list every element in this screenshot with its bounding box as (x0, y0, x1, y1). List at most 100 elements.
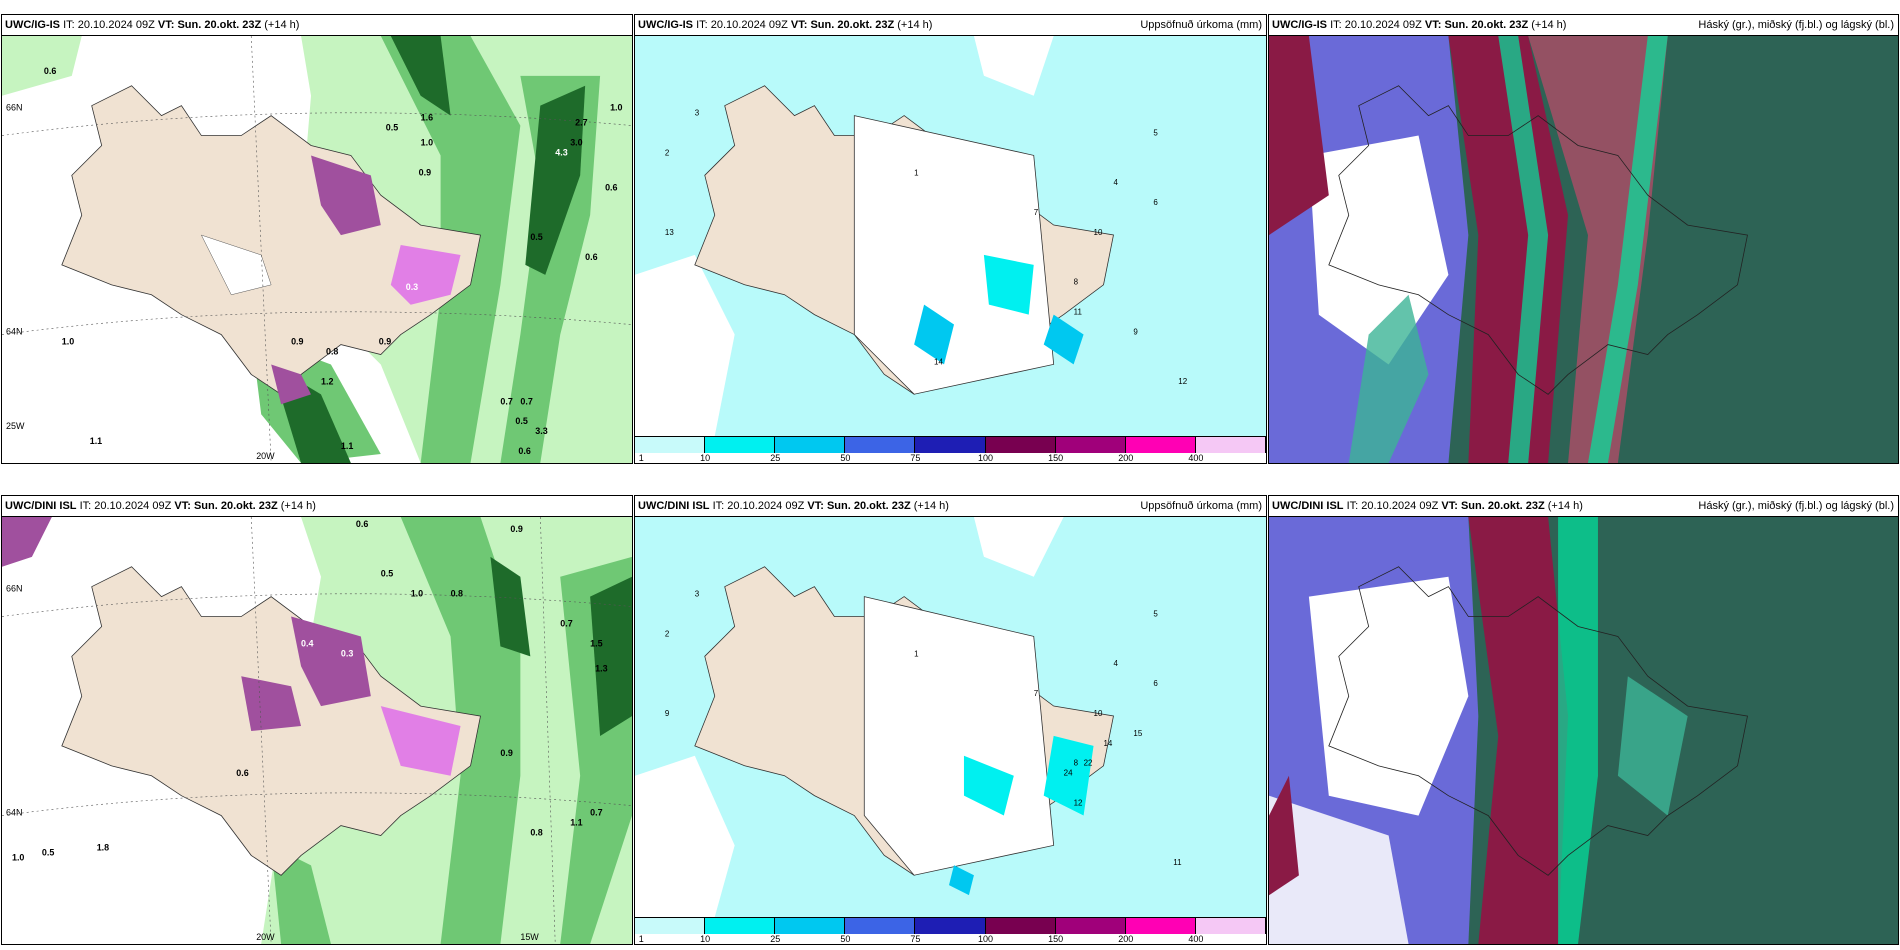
colorbar-label: 400 (1188, 934, 1204, 944)
colorbar-label: 1 (638, 934, 644, 944)
colorbar-swatch (635, 437, 706, 453)
value-label: 0.5 (381, 569, 393, 579)
colorbar-swatch (775, 437, 846, 453)
colorbar-swatches (635, 918, 1266, 934)
axis-label-25w: 25W (6, 421, 25, 431)
vt-label: VT: (790, 19, 808, 31)
precip-values: 2 3 1 5 4 7 6 9 10 8 14 12 15 24 22 11 (665, 590, 1182, 868)
colorbar-label: 150 (1048, 453, 1064, 463)
it-label: IT: (79, 500, 92, 512)
value-label: 0.3 (341, 648, 353, 658)
map-svg (1269, 36, 1898, 463)
colorbar-swatch (1195, 437, 1266, 453)
colorbar-label: 75 (910, 453, 921, 463)
map-area (1269, 517, 1898, 944)
value-label: 4 (1113, 178, 1118, 187)
value-label: 0.9 (379, 337, 391, 347)
colorbar-swatch (1055, 437, 1126, 453)
value-label: 1.3 (595, 663, 607, 673)
value-label: 1 (914, 168, 919, 177)
value-label: 0.9 (291, 337, 303, 347)
axis-label-64n: 64N (6, 808, 22, 818)
panel-title: Háský (gr.), miðský (fj.bl.) og lágský (… (1698, 19, 1894, 31)
map-svg: 66N 64N 20W 25W 0.6 0.5 0.9 1.0 4.3 2.7 … (2, 36, 632, 463)
value-label: 4 (1113, 659, 1118, 668)
colorbar-label: 75 (910, 934, 921, 944)
colorbar-swatch (845, 918, 916, 934)
vt-value: Sun. 20.okt. 23Z (177, 19, 262, 31)
lead-time: (+14 h) (1547, 500, 1583, 512)
iceland-landmass (61, 85, 481, 395)
model-name: UWC/IG-IS (638, 19, 693, 31)
value-label: 8 (1074, 759, 1079, 768)
colorbar-swatch (915, 918, 986, 934)
value-label: 0.9 (500, 748, 512, 758)
it-label: IT: (712, 500, 725, 512)
model-name: UWC/IG-IS (5, 19, 60, 31)
value-label: 0.6 (605, 182, 617, 192)
value-label: 1.1 (90, 436, 102, 446)
colorbar-label: 400 (1188, 453, 1204, 463)
vt-value: Sun. 20.okt. 23Z (826, 500, 911, 512)
value-label: 15 (1133, 729, 1142, 738)
value-label: 0.7 (500, 396, 512, 406)
value-label: 11 (1173, 858, 1182, 867)
lead-time: (+14 h) (913, 500, 949, 512)
colorbar: 1 10 25 50 75 100 150 200 400 (635, 917, 1266, 944)
axis-label-20w: 20W (256, 932, 275, 942)
value-label: 1.1 (341, 441, 353, 451)
value-label: 0.5 (42, 847, 54, 857)
value-label: 0.5 (515, 416, 527, 426)
colorbar-label: 50 (840, 934, 851, 944)
value-label: 12 (1074, 799, 1083, 808)
lead-time: (+14 h) (897, 19, 933, 31)
colorbar-swatch (915, 437, 986, 453)
colorbar-label: 100 (978, 934, 994, 944)
model-name: UWC/DINI ISL (1272, 500, 1344, 512)
value-label: 5 (1153, 610, 1158, 619)
value-label: 1 (914, 649, 919, 658)
lead-time: (+14 h) (264, 19, 300, 31)
colorbar-swatch (845, 437, 916, 453)
colorbar-label: 10 (700, 453, 711, 463)
panel-header: UWC/DINI ISL IT: 20.10.2024 09Z VT: Sun.… (635, 496, 1266, 517)
colorbar-label: 100 (978, 453, 994, 463)
value-label: 0.7 (520, 396, 532, 406)
vt-label: VT: (157, 19, 175, 31)
value-label: 1.0 (62, 337, 74, 347)
value-label: 7 (1034, 208, 1039, 217)
vt-value: Sun. 20.okt. 23Z (1444, 19, 1529, 31)
it-value: 20.10.2024 09Z (94, 500, 172, 512)
iceland-outline (1328, 566, 1748, 876)
value-label: 14 (1104, 739, 1113, 748)
value-label: 22 (1084, 759, 1093, 768)
map-area: 66N 64N 20W 15W 0.6 0.5 0.9 1.0 0.8 0.7 … (2, 517, 632, 944)
colorbar-swatch (985, 918, 1056, 934)
value-label: 6 (1153, 679, 1158, 688)
colorbar-label: 25 (770, 453, 781, 463)
value-label: 24 (1064, 769, 1073, 778)
axis-label-20w: 20W (256, 451, 275, 461)
colorbar: 1 10 25 50 75 100 150 200 400 (635, 436, 1266, 463)
colorbar-label: 10 (700, 934, 711, 944)
axis-label-64n: 64N (6, 327, 22, 337)
vt-value: Sun. 20.okt. 23Z (193, 500, 278, 512)
colorbar-swatch (635, 918, 706, 934)
colorbar-label: 150 (1048, 934, 1064, 944)
panel-accum-precip-igis: UWC/IG-IS IT: 20.10.2024 09Z VT: Sun. 20… (634, 14, 1267, 464)
vt-label: VT: (1424, 19, 1442, 31)
it-value: 20.10.2024 09Z (1361, 500, 1439, 512)
colorbar-swatch (985, 437, 1056, 453)
colorbar-swatch (705, 918, 776, 934)
colorbar-swatch (1195, 918, 1266, 934)
it-value: 20.10.2024 09Z (77, 19, 155, 31)
value-label: 2.7 (575, 118, 587, 128)
value-label: 1.0 (411, 589, 423, 599)
it-value: 20.10.2024 09Z (1344, 19, 1422, 31)
panel-header: UWC/DINI ISL IT: 20.10.2024 09Z VT: Sun.… (1269, 496, 1898, 517)
panel-cloud-cover-dini: UWC/DINI ISL IT: 20.10.2024 09Z VT: Sun.… (1268, 495, 1899, 945)
colorbar-swatches (635, 437, 1266, 453)
value-label: 3.3 (535, 426, 547, 436)
axis-label-66n: 66N (6, 103, 22, 113)
vt-label: VT: (807, 500, 824, 512)
